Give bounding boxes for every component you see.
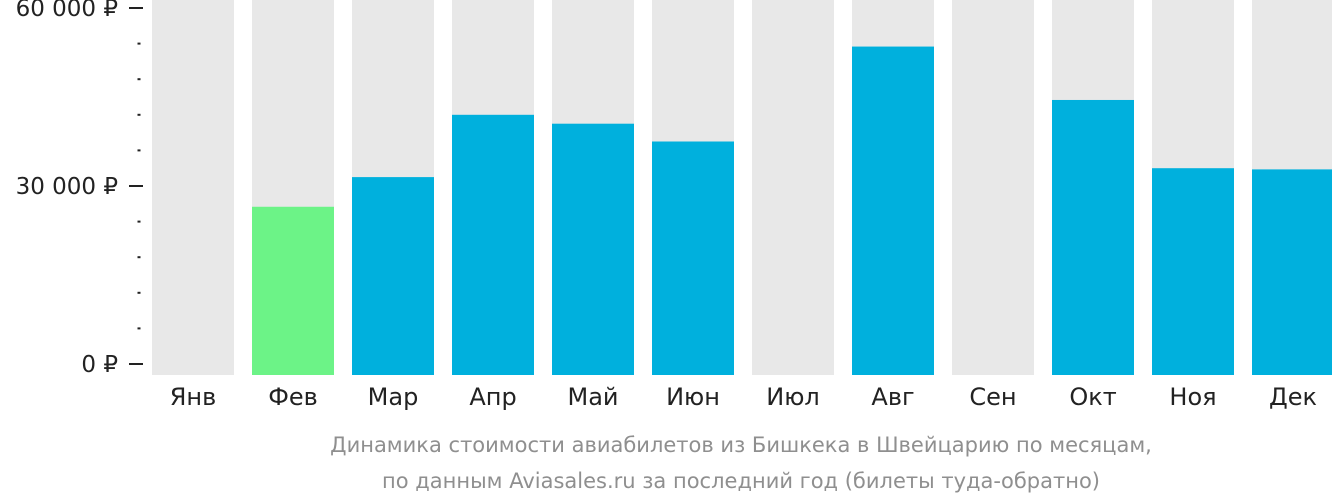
bar xyxy=(352,177,434,375)
y-axis: 0 ₽ 30 000 ₽ 60 000 ₽ xyxy=(16,0,143,378)
chart-caption-line-2: по данным Aviasales.ru за последний год … xyxy=(382,469,1100,493)
x-tick-label: Авг xyxy=(871,383,914,411)
x-tick-label: Июн xyxy=(666,383,720,411)
bar xyxy=(252,206,334,375)
bar xyxy=(1152,168,1234,375)
bar xyxy=(852,46,934,376)
bar xyxy=(1252,169,1332,375)
x-tick-label: Июл xyxy=(766,383,820,411)
x-tick-label: Апр xyxy=(469,383,516,411)
background-column xyxy=(952,0,1034,375)
x-tick-label: Ноя xyxy=(1169,383,1216,411)
background-column xyxy=(152,0,234,375)
x-axis: Янв Фев Мар Апр Май Июн Июл Авг Сен Окт Ноя Дек xyxy=(170,383,1317,411)
bar xyxy=(1052,99,1134,375)
bar xyxy=(552,123,634,375)
x-tick-label: Май xyxy=(567,383,618,411)
y-tick-label: 60 000 ₽ xyxy=(16,0,118,22)
bar-series xyxy=(252,46,1332,376)
y-tick-label: 0 ₽ xyxy=(81,352,118,378)
bar xyxy=(452,114,534,376)
background-column xyxy=(752,0,834,375)
y-tick-label: 30 000 ₽ xyxy=(16,174,118,200)
x-tick-label: Янв xyxy=(170,383,217,411)
x-tick-label: Окт xyxy=(1069,383,1116,411)
chart-caption-line-1: Динамика стоимости авиабилетов из Бишкек… xyxy=(330,433,1152,457)
x-tick-label: Фев xyxy=(268,383,318,411)
x-tick-label: Дек xyxy=(1269,383,1317,411)
x-tick-label: Сен xyxy=(969,383,1016,411)
bar xyxy=(652,141,734,375)
x-tick-label: Мар xyxy=(368,383,419,411)
